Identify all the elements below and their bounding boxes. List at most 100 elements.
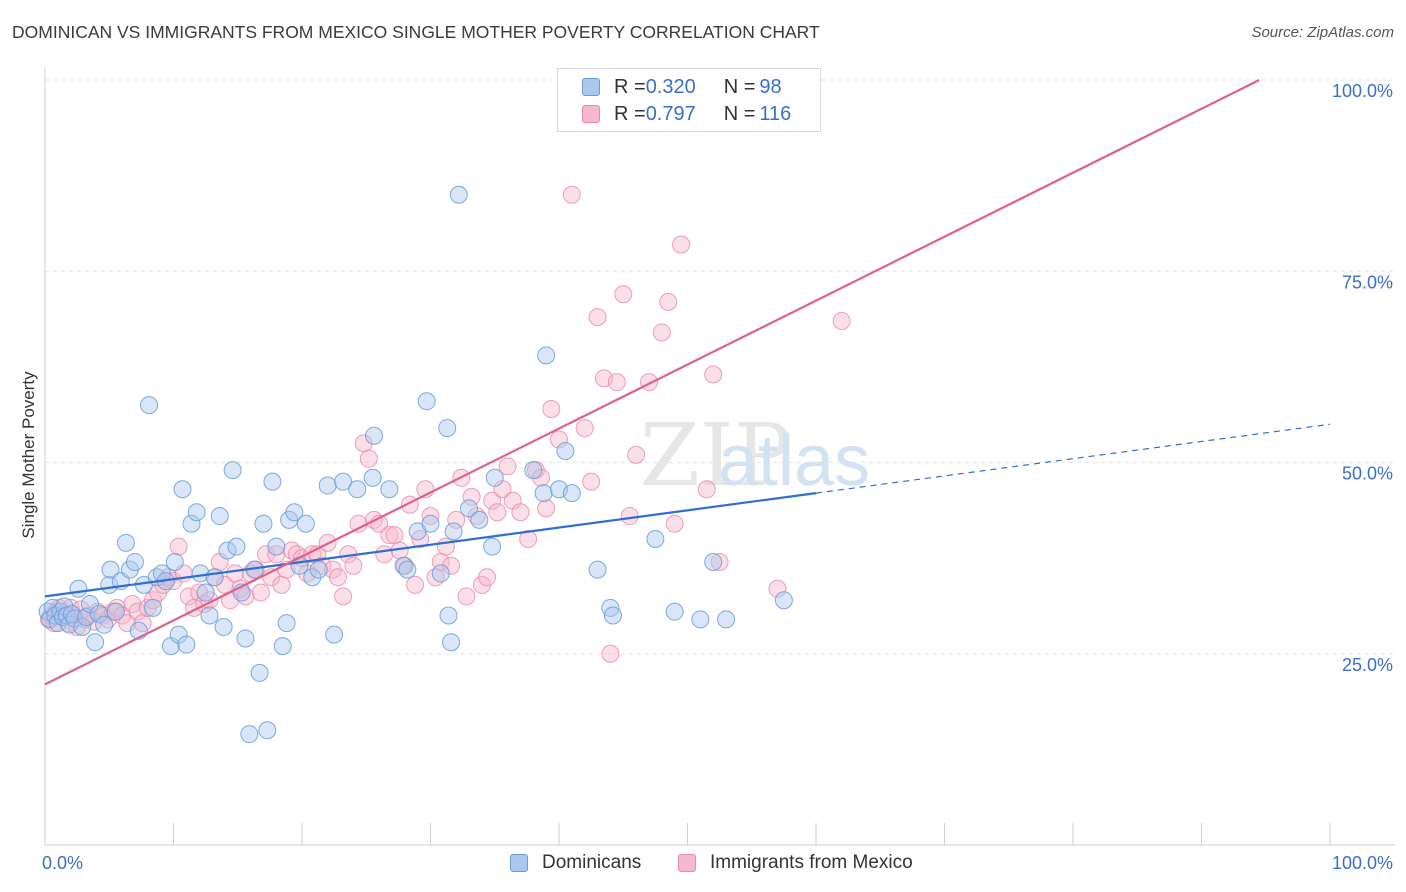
mexico-point — [267, 545, 286, 564]
mexico-point — [575, 419, 594, 438]
correlation-legend: R = 0.320 N = 98 R = 0.797 N = 116 — [557, 68, 821, 132]
mexico-point — [588, 308, 607, 327]
dominican-point — [95, 615, 114, 634]
mexico-point — [457, 587, 476, 606]
dominican-point — [205, 568, 224, 587]
mexico-point — [627, 445, 646, 464]
dominican-point — [704, 552, 723, 571]
dominican-point — [363, 468, 382, 487]
legend-swatch-dominicans — [582, 78, 600, 96]
dominican-point — [69, 579, 88, 598]
y-tick-label: 25.0% — [1342, 655, 1393, 675]
dominican-trend-line — [44, 492, 817, 598]
legend-swatch-dominicans — [510, 854, 528, 872]
mexico-point — [179, 587, 198, 606]
mexico-point — [532, 468, 551, 487]
legend-item-dominicans[interactable]: Dominicans — [510, 852, 641, 874]
dominican-point — [173, 480, 192, 499]
mexico-point — [349, 514, 368, 533]
legend-label-dominicans: Dominicans — [542, 852, 642, 873]
mexico-point — [710, 552, 729, 571]
mexico-point — [832, 311, 851, 330]
dominican-point — [86, 633, 105, 652]
mexico-point — [462, 487, 481, 506]
dominican-point — [101, 560, 120, 579]
mexico-point — [550, 430, 568, 449]
mexico-point — [478, 568, 497, 587]
mexico-point — [488, 503, 507, 522]
legend-n-value: 98 — [759, 75, 782, 98]
dominican-point — [277, 614, 296, 633]
dominican-point — [380, 480, 399, 499]
y-tick-label: 50.0% — [1342, 464, 1393, 484]
dominican-point — [258, 721, 277, 740]
dominican-point — [537, 346, 556, 365]
dominican-point — [334, 472, 353, 491]
mexico-point — [421, 507, 440, 526]
mexico-point — [562, 185, 581, 204]
dominican-point — [325, 625, 344, 644]
dominican-point — [665, 602, 684, 621]
mexico-point — [442, 556, 461, 575]
dominican-point — [236, 629, 255, 648]
dominican-point — [421, 514, 440, 533]
mexico-point — [226, 564, 245, 583]
mexico-point — [128, 602, 147, 621]
mexico-point — [380, 526, 399, 545]
legend-swatch-mexico — [582, 105, 600, 123]
mexico-point — [251, 583, 270, 602]
watermark-atlas-text: atlas — [718, 421, 870, 501]
mexico-trend-line — [44, 79, 1260, 686]
dominican-point — [196, 583, 215, 602]
dominican-point — [200, 606, 219, 625]
dominican-point — [309, 560, 328, 579]
mexico-point — [375, 545, 394, 564]
legend-r-value: 0.797 — [645, 102, 696, 125]
mexico-point — [334, 587, 353, 606]
legend-row-mexico: R = 0.797 N = 116 — [582, 102, 791, 126]
mexico-point — [385, 526, 404, 545]
mexico-point — [272, 575, 291, 594]
dominican-point — [106, 602, 125, 621]
mexico-point — [665, 514, 684, 533]
mexico-point — [582, 472, 601, 491]
legend-n-value: 116 — [759, 102, 792, 125]
dominican-point — [285, 503, 304, 522]
dominican-point — [588, 560, 607, 579]
x-tick-label: 0.0% — [42, 853, 83, 873]
mexico-point — [190, 583, 209, 602]
dominican-trend-extension — [815, 423, 1331, 494]
dominican-point — [240, 725, 259, 744]
zipatlas-watermark: ZIP atlas — [640, 406, 870, 506]
mexico-point — [607, 373, 626, 392]
series-legend: Dominicans Immigrants from Mexico — [0, 852, 1406, 878]
legend-item-mexico[interactable]: Immigrants from Mexico — [678, 852, 913, 874]
dominican-point — [169, 625, 188, 644]
dominican-point — [227, 537, 246, 556]
mexico-point — [436, 537, 455, 556]
dominican-point — [303, 568, 322, 587]
dominican-point — [398, 560, 417, 579]
dominican-point — [556, 442, 575, 461]
mexico-point — [697, 480, 716, 499]
mexico-point — [344, 556, 363, 575]
dominican-point — [140, 396, 159, 415]
dominican-point — [460, 499, 479, 518]
dominican-point — [417, 392, 436, 411]
tick-labels: 25.0% 50.0% 75.0% 100.0% 0.0% 100.0% — [42, 81, 1393, 873]
dominican-point — [774, 591, 793, 610]
legend-swatch-mexico — [678, 854, 696, 872]
mexico-point — [537, 499, 556, 518]
dominican-point — [534, 484, 553, 503]
dominican-point — [73, 617, 92, 636]
dominican-point — [267, 537, 286, 556]
dominican-point — [250, 663, 269, 682]
mexico-point — [620, 507, 639, 526]
y-tick-label: 75.0% — [1342, 272, 1393, 292]
mexico-point — [359, 449, 378, 468]
dominican-point — [444, 522, 463, 541]
y-tick-label: 100.0% — [1332, 81, 1393, 101]
dominican-point — [483, 537, 502, 556]
x-tick-label: 100.0% — [1332, 853, 1393, 873]
